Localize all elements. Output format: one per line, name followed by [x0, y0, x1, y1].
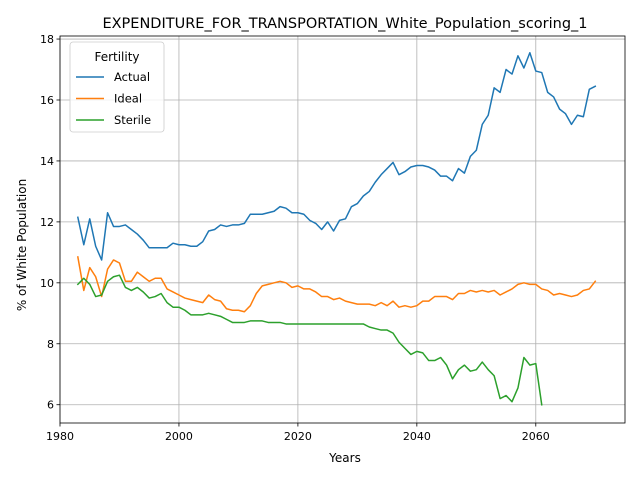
- plot-lines: [76, 52, 597, 406]
- legend-title: Fertility: [94, 50, 139, 64]
- y-tick-label: 10: [40, 277, 54, 290]
- legend-label-ideal: Ideal: [114, 92, 142, 106]
- y-tick-label: 18: [40, 33, 54, 46]
- series-line-actual: [76, 52, 597, 261]
- x-tick-label: 2020: [284, 430, 312, 443]
- chart-title: EXPENDITURE_FOR_TRANSPORTATION_White_Pop…: [102, 16, 587, 32]
- series-line-ideal: [76, 256, 597, 313]
- series-line-sterile: [76, 274, 543, 406]
- legend-entries: Actual Ideal Sterile: [76, 70, 151, 127]
- x-axis-ticks: 1980 2000 2020 2040 2060: [46, 423, 550, 443]
- y-tick-label: 6: [47, 399, 54, 412]
- y-axis-label: % of White Population: [15, 179, 29, 311]
- y-tick-label: 14: [40, 155, 54, 168]
- x-tick-label: 2040: [403, 430, 431, 443]
- x-tick-label: 1980: [46, 430, 74, 443]
- legend: Fertility Actual Ideal Sterile: [69, 41, 165, 133]
- legend-label-sterile: Sterile: [114, 113, 151, 127]
- legend-label-actual: Actual: [114, 70, 150, 84]
- x-tick-label: 2060: [522, 430, 550, 443]
- plot-frame: [59, 35, 626, 424]
- y-tick-label: 16: [40, 94, 54, 107]
- grid: [59, 36, 625, 423]
- x-tick-label: 2000: [165, 430, 193, 443]
- y-axis-ticks: 6 8 10 12 14 16 18: [40, 33, 60, 412]
- legend-box: [69, 41, 165, 133]
- y-tick-label: 8: [47, 338, 54, 351]
- y-tick-label: 12: [40, 216, 54, 229]
- x-axis-label: Years: [328, 451, 361, 465]
